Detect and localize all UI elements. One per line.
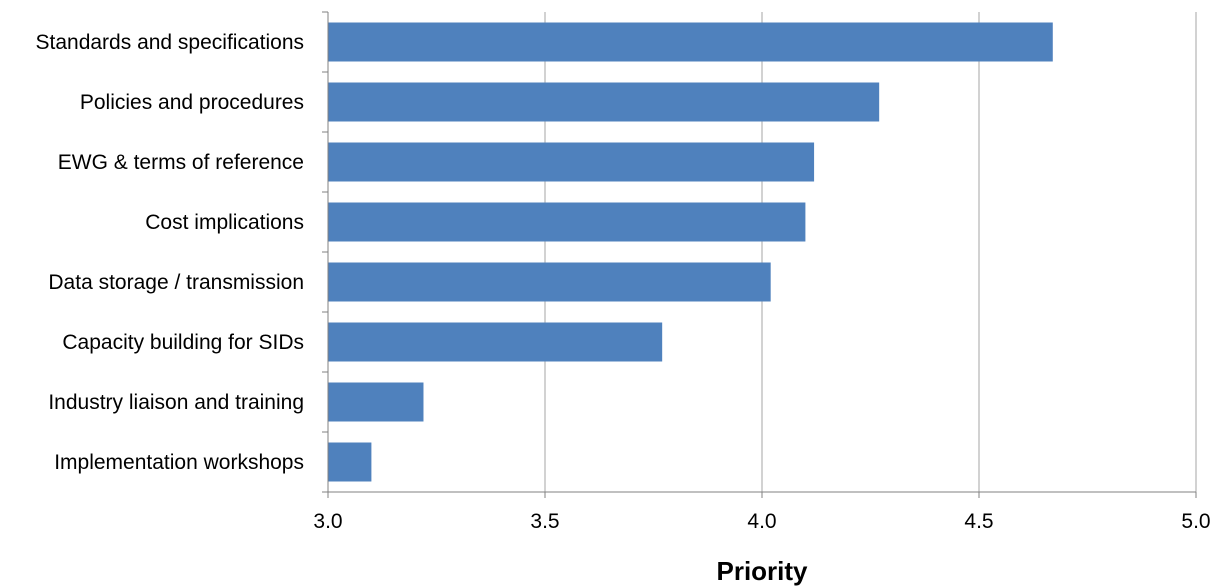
category-label: Cost implications [145, 211, 304, 234]
category-label: Data storage / transmission [48, 271, 304, 294]
x-tick-label: 3.0 [313, 510, 342, 533]
x-tick-label: 5.0 [1181, 510, 1210, 533]
category-label: EWG & terms of reference [58, 151, 304, 174]
bar [328, 202, 806, 242]
x-tick-labels: 3.0 3.5 4.0 4.5 5.0 [313, 510, 1210, 533]
bar [328, 22, 1053, 62]
x-tick-label: 4.0 [747, 510, 776, 533]
x-tick-label: 3.5 [530, 510, 559, 533]
category-labels: Standards and specifications Policies and… [36, 31, 305, 474]
category-label: Policies and procedures [80, 91, 304, 114]
bar [328, 442, 372, 482]
bar [328, 322, 663, 362]
bars [328, 22, 1053, 482]
bar [328, 262, 771, 302]
category-label: Industry liaison and training [48, 391, 304, 414]
bar [328, 142, 815, 182]
x-axis-title: Priority [716, 556, 808, 586]
bar [328, 82, 880, 122]
category-label: Implementation workshops [54, 451, 304, 474]
axes [322, 11, 1197, 498]
bar [328, 382, 424, 422]
category-label: Capacity building for SIDs [62, 331, 304, 354]
category-label: Standards and specifications [36, 31, 305, 54]
x-tick-label: 4.5 [964, 510, 993, 533]
